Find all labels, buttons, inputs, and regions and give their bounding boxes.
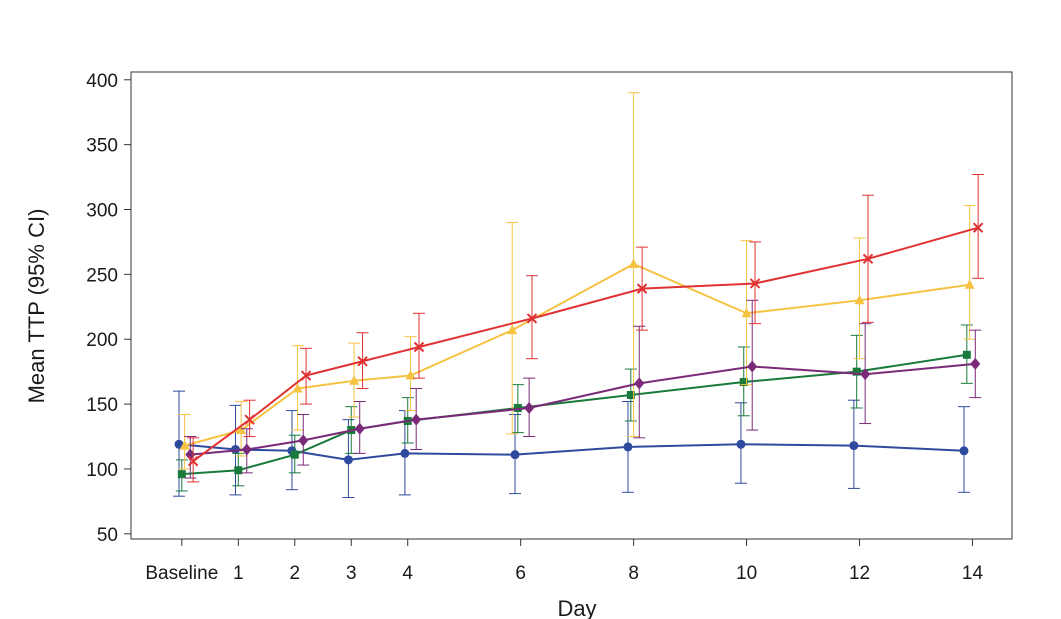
- point-yellow: [179, 440, 190, 450]
- point-green: [290, 450, 299, 459]
- point-yellow: [964, 279, 975, 289]
- x-tick-label: 12: [849, 563, 870, 584]
- point-purple: [354, 422, 365, 435]
- point-green: [513, 403, 522, 412]
- x-tick-label: 14: [962, 563, 984, 584]
- x-tick-label: 1: [233, 563, 244, 584]
- point-green: [962, 350, 971, 359]
- x-tick-label: 6: [515, 563, 526, 584]
- x-axis: Baseline 1 2 3 4 6 8 10 12 14: [145, 539, 983, 584]
- series-red: [187, 173, 985, 483]
- point-blue: [400, 448, 410, 458]
- point-yellow: [507, 324, 518, 335]
- point-purple: [524, 401, 535, 414]
- point-red: [413, 341, 425, 353]
- point-purple: [970, 357, 981, 370]
- series-line-purple: [190, 362, 976, 456]
- point-blue: [623, 442, 633, 452]
- point-green: [626, 391, 635, 400]
- plot-frame: [130, 71, 1013, 540]
- series-yellow: [178, 92, 976, 470]
- point-green: [739, 378, 748, 387]
- x-tick-label: 8: [628, 563, 639, 584]
- point-green: [852, 367, 861, 376]
- point-red: [357, 356, 368, 367]
- point-blue: [959, 446, 969, 456]
- point-yellow: [349, 375, 360, 385]
- point-green: [234, 466, 243, 475]
- y-tick-label: 150: [86, 395, 118, 416]
- point-purple: [241, 443, 252, 456]
- series-purple: [184, 299, 982, 479]
- point-red: [862, 253, 874, 265]
- point-green: [177, 470, 186, 479]
- y-axis-title: Mean TTP (95% CI): [24, 209, 49, 404]
- point-purple: [298, 434, 309, 447]
- x-tick-label: 4: [402, 563, 413, 584]
- point-red: [526, 313, 538, 324]
- point-yellow: [741, 307, 752, 318]
- point-yellow: [236, 424, 247, 435]
- series-line-red: [192, 226, 979, 462]
- y-tick-label: 350: [86, 136, 118, 157]
- point-purple: [634, 377, 645, 390]
- point-red: [244, 414, 255, 425]
- x-tick-label: Baseline: [145, 563, 218, 584]
- y-tick-label: 200: [86, 330, 118, 351]
- y-axis: 50 100 150 200 250 300 350 400: [86, 71, 131, 546]
- point-purple: [860, 368, 871, 381]
- point-blue: [174, 439, 184, 449]
- y-tick-label: 300: [86, 201, 118, 222]
- series-line-yellow: [184, 262, 970, 447]
- y-tick-label: 400: [86, 71, 118, 92]
- point-blue: [510, 450, 520, 460]
- point-purple: [411, 413, 422, 426]
- point-yellow: [628, 258, 639, 268]
- y-tick-label: 250: [86, 265, 118, 286]
- x-tick-label: 2: [289, 563, 300, 584]
- series-line-blue: [178, 443, 965, 461]
- point-yellow: [854, 294, 865, 305]
- point-yellow: [292, 383, 303, 393]
- point-purple: [747, 360, 758, 373]
- point-yellow: [405, 370, 416, 380]
- point-blue: [230, 444, 240, 454]
- point-blue: [849, 441, 859, 451]
- x-tick-label: 3: [346, 563, 357, 584]
- series-blue: [173, 390, 970, 498]
- series-green: [175, 324, 973, 492]
- x-tick-label: 10: [736, 563, 757, 584]
- series-layer: [173, 92, 985, 498]
- point-blue: [343, 455, 353, 465]
- point-red: [972, 222, 984, 233]
- y-tick-label: 100: [86, 460, 118, 481]
- x-axis-title: Day: [557, 596, 596, 619]
- point-blue: [736, 439, 746, 449]
- point-red: [749, 278, 761, 289]
- point-red: [187, 455, 199, 467]
- point-red: [636, 283, 648, 294]
- point-red: [300, 370, 312, 381]
- y-tick-label: 50: [97, 525, 118, 546]
